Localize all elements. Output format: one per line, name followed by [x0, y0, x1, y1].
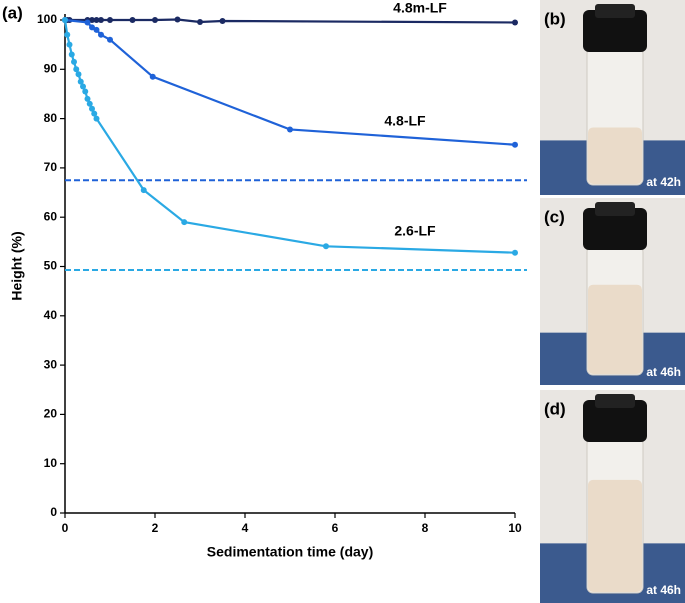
data-point	[181, 219, 188, 226]
data-point	[98, 31, 104, 38]
data-point	[93, 26, 100, 33]
series-label: 4.8-LF	[384, 113, 426, 129]
data-point	[323, 243, 329, 250]
y-tick-label: 40	[44, 308, 58, 322]
data-point	[93, 17, 100, 23]
x-tick-label: 8	[422, 521, 429, 535]
photo-caption: at 46h	[646, 583, 681, 597]
data-point	[66, 41, 73, 48]
vial-sediment	[588, 479, 642, 592]
data-point	[512, 249, 518, 256]
data-point	[89, 105, 95, 112]
data-point	[82, 88, 89, 95]
y-tick-label: 80	[44, 111, 58, 125]
data-point	[129, 17, 136, 23]
data-point	[174, 16, 181, 23]
x-tick-label: 6	[332, 521, 339, 535]
data-point	[107, 36, 113, 43]
vial-cap	[583, 10, 647, 52]
y-tick-label: 60	[44, 209, 58, 223]
data-point	[64, 31, 71, 38]
data-point	[512, 141, 518, 148]
series-label: 2.6-LF	[394, 223, 436, 239]
vial-cap-top	[595, 4, 635, 18]
photo-label: (b)	[544, 9, 566, 28]
y-axis-label: Height (%)	[9, 231, 25, 300]
data-point	[73, 66, 80, 73]
vial-sediment	[588, 127, 642, 184]
photo: (d) at 46h	[540, 390, 685, 603]
vial-cap	[583, 208, 647, 250]
y-tick-label: 20	[44, 407, 58, 421]
data-point	[152, 17, 158, 23]
data-point	[98, 17, 104, 23]
y-tick-label: 50	[44, 259, 58, 273]
vial-cap-top	[595, 394, 635, 408]
y-tick-label: 0	[50, 505, 57, 519]
data-point	[84, 19, 91, 26]
data-point	[91, 110, 98, 117]
series-line	[63, 19, 516, 254]
data-point	[197, 18, 203, 25]
photo: (c) at 46h	[540, 198, 685, 385]
y-tick-label: 100	[37, 12, 57, 26]
data-point	[89, 24, 95, 31]
data-point	[89, 17, 95, 23]
data-point	[62, 17, 68, 23]
vial-cap	[583, 400, 647, 442]
data-point	[77, 78, 84, 85]
data-point	[80, 83, 86, 90]
data-point	[75, 71, 82, 78]
y-tick-label: 30	[44, 357, 58, 371]
data-point	[107, 17, 113, 23]
photo-caption: at 46h	[646, 365, 681, 379]
y-tick-label: 90	[44, 61, 58, 75]
x-tick-label: 10	[508, 521, 522, 535]
vial-sediment	[588, 284, 642, 374]
y-tick-label: 10	[44, 456, 58, 470]
photo: (b) at 42h	[540, 0, 685, 195]
data-point	[93, 115, 100, 122]
x-tick-label: 2	[152, 521, 159, 535]
data-point	[512, 19, 518, 26]
y-tick-label: 70	[44, 160, 58, 174]
data-point	[68, 51, 75, 58]
photo-label: (d)	[544, 399, 566, 418]
data-point	[149, 73, 156, 80]
x-axis-label: Sedimentation time (day)	[207, 544, 373, 560]
vial-cap-top	[595, 202, 635, 216]
data-point	[287, 126, 293, 133]
data-point	[140, 187, 147, 194]
data-point	[71, 58, 77, 65]
x-tick-label: 0	[62, 521, 69, 535]
data-point	[84, 95, 91, 102]
panel-label: (a)	[2, 3, 23, 22]
data-point	[219, 17, 226, 24]
series-label: 4.8m-LF	[393, 0, 447, 16]
x-tick-label: 4	[242, 521, 249, 535]
photo-label: (c)	[544, 207, 565, 226]
photo-caption: at 42h	[646, 175, 681, 189]
series-line	[64, 18, 516, 146]
data-point	[86, 100, 93, 107]
